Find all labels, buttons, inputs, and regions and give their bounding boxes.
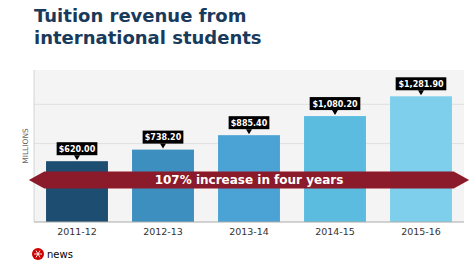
data-label-pointer (418, 90, 424, 95)
logo-text: news (47, 249, 73, 260)
data-label-pointer (160, 144, 166, 149)
bars (46, 96, 452, 222)
data-label-box (310, 97, 361, 110)
data-label-box (396, 77, 447, 90)
x-tick-label: 2015-16 (401, 226, 441, 237)
x-tick-label: 2012-13 (143, 226, 183, 237)
title-line: international students (34, 27, 262, 48)
data-label-pointer (332, 110, 338, 115)
y-axis-line (34, 70, 35, 222)
logo-spoke (36, 254, 38, 257)
data-label: $738.20 (145, 133, 182, 142)
data-label-box (143, 131, 184, 144)
chart: Tuition revenue frominternational studen… (0, 0, 474, 266)
bar (304, 116, 366, 222)
plot-background (34, 70, 464, 222)
data-label-box (229, 116, 270, 129)
x-tick-label: 2013-14 (229, 226, 269, 237)
data-label: $1,281.90 (398, 80, 443, 89)
banner (29, 171, 469, 188)
data-label-pointer (246, 129, 252, 134)
logo-spoke (36, 251, 38, 254)
title-line: Tuition revenue from (34, 5, 246, 26)
bar (46, 161, 108, 222)
x-axis-line (34, 222, 464, 223)
banner-text: 107% increase in four years (155, 173, 344, 187)
data-label-box (57, 142, 98, 155)
data-label: $620.00 (59, 145, 96, 154)
title: Tuition revenue frominternational studen… (34, 5, 262, 48)
y-axis-label: MILLIONS (21, 128, 30, 164)
x-tick-label: 2014-15 (315, 226, 355, 237)
logo-gem (32, 248, 44, 260)
logo-spoke (38, 251, 40, 254)
data-label: $885.40 (231, 119, 268, 128)
x-tick-label: 2011-12 (57, 226, 97, 237)
logo-spoke (38, 254, 40, 257)
bar (390, 96, 452, 222)
data-label: $1,080.20 (312, 100, 357, 109)
data-label-pointer (74, 155, 80, 160)
